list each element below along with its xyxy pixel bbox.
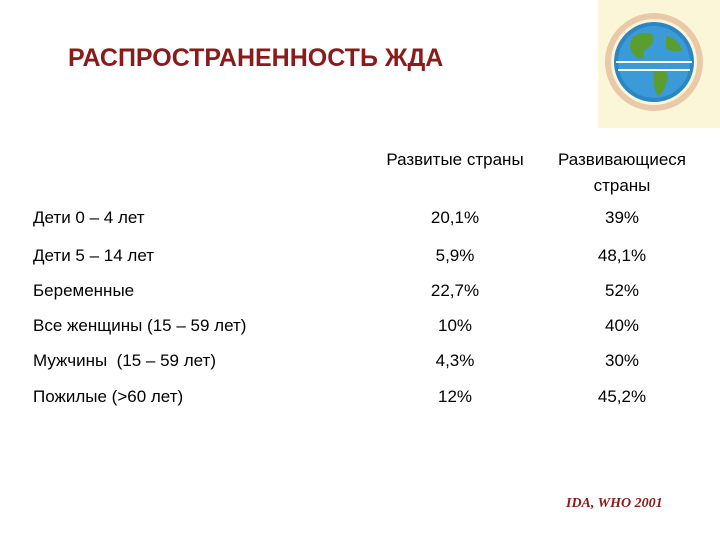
table-cell: 30%: [604, 351, 640, 370]
table-cell: 52%: [604, 281, 640, 300]
row-label: Мужчины (15 – 59 лет): [33, 351, 216, 370]
table-cell: 10%: [437, 316, 473, 335]
table-cell: 4,3%: [435, 351, 475, 370]
source: IDA, WHO 2001: [566, 496, 663, 511]
row-label: Пожилые (>60 лет): [33, 387, 184, 406]
table-cell: 48,1%: [597, 246, 647, 265]
row-label: Дети 0 – 4 лет: [33, 208, 145, 227]
globe-icon: [598, 0, 720, 128]
table-cell: 22,7%: [430, 281, 480, 300]
column-header: Развитые страны: [386, 150, 524, 169]
table-cell: 45,2%: [597, 387, 647, 406]
row-label: Все женщины (15 – 59 лет): [33, 316, 247, 335]
row-label: Беременные: [33, 281, 135, 300]
continent: [630, 32, 654, 59]
row-label: Дети 5 – 14 лет: [33, 246, 154, 265]
continent: [653, 68, 668, 96]
table-cell: 40%: [604, 316, 640, 335]
globe-ring: [605, 13, 703, 111]
column-header: Развивающиеся страны: [557, 150, 687, 195]
title: РАСПРОСТРАНЕННОСТЬ ЖДА: [68, 44, 444, 72]
table-cell: 12%: [437, 387, 473, 406]
table-cell: 20,1%: [430, 208, 480, 227]
table-cell: 39%: [604, 208, 640, 227]
globe-lines: [616, 61, 692, 71]
table-cell: 5,9%: [435, 246, 475, 265]
continent: [666, 36, 682, 52]
